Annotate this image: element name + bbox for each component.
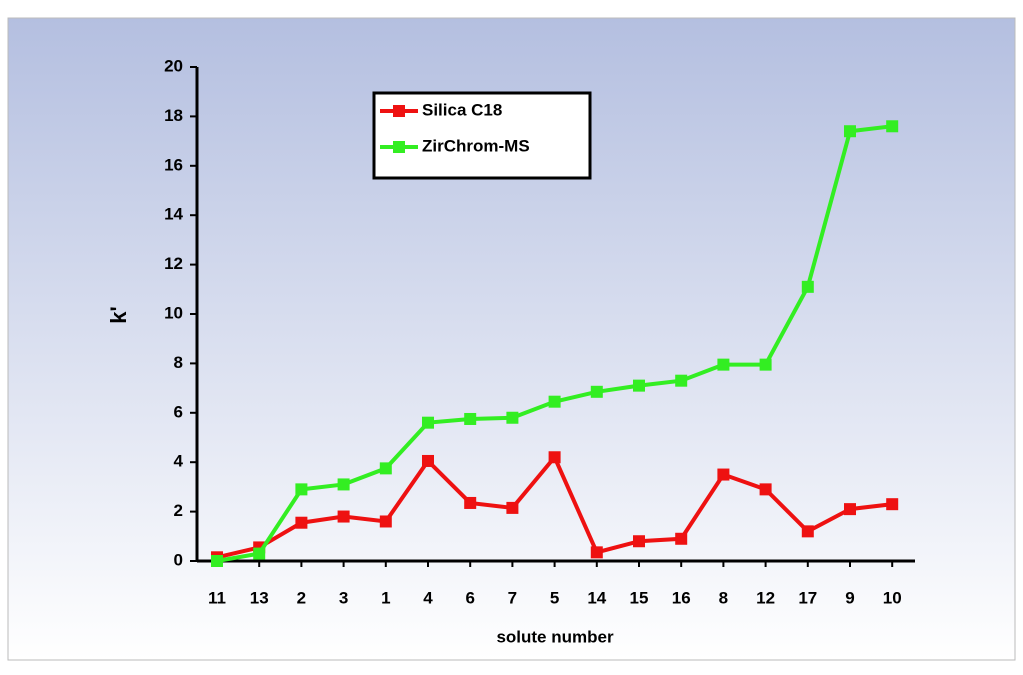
data-point [548, 451, 561, 464]
x-tick-label: 15 [630, 588, 649, 607]
y-tick-label: 0 [174, 550, 183, 569]
data-point [759, 358, 772, 371]
y-axis-label: k' [106, 306, 131, 323]
y-tick-label: 12 [164, 254, 183, 273]
x-tick-label: 17 [798, 588, 817, 607]
data-point [886, 498, 899, 511]
data-point [844, 125, 856, 138]
data-point [506, 411, 519, 424]
data-point [422, 416, 434, 429]
y-tick-label: 14 [164, 205, 183, 224]
data-point [337, 478, 350, 491]
legend-label: ZirChrom-MS [422, 136, 530, 155]
x-tick-label: 9 [845, 588, 854, 607]
y-tick-label: 16 [164, 155, 183, 174]
data-point [379, 515, 392, 528]
data-point [675, 532, 688, 545]
data-point [548, 395, 561, 408]
y-tick-label: 18 [164, 106, 183, 125]
data-point [759, 483, 772, 496]
data-point [801, 525, 814, 538]
data-point [590, 385, 603, 398]
data-point [633, 535, 645, 548]
data-point [253, 547, 266, 560]
y-tick-label: 8 [174, 353, 183, 372]
x-tick-label: 7 [508, 588, 517, 607]
data-point [717, 358, 730, 371]
x-tick-label: 13 [250, 588, 269, 607]
y-tick-label: 2 [174, 501, 183, 520]
y-tick-label: 10 [164, 303, 183, 322]
x-tick-label: 14 [587, 588, 606, 607]
legend-marker [393, 141, 405, 153]
x-tick-label: 12 [756, 588, 775, 607]
x-tick-label: 8 [719, 588, 728, 607]
legend-box [372, 91, 592, 180]
data-point [295, 516, 308, 529]
data-point [506, 501, 519, 514]
data-point [379, 462, 392, 475]
data-point [590, 546, 603, 559]
y-tick-label: 4 [174, 452, 184, 471]
legend-label: Silica C18 [422, 100, 502, 119]
y-tick-label: 20 [164, 56, 183, 75]
legend-marker [393, 105, 405, 117]
data-point [633, 379, 645, 392]
y-tick-label: 6 [174, 402, 183, 421]
data-point [717, 468, 730, 481]
x-axis-label: solute number [496, 627, 614, 646]
data-point [422, 454, 434, 467]
data-point [337, 510, 350, 523]
x-tick-label: 4 [423, 588, 433, 607]
x-tick-label: 16 [672, 588, 691, 607]
data-point [801, 280, 814, 293]
x-tick-label: 2 [297, 588, 306, 607]
data-point [886, 120, 899, 133]
x-tick-label: 10 [883, 588, 902, 607]
data-point [675, 374, 688, 387]
data-point [844, 503, 856, 516]
data-point [464, 496, 477, 509]
x-tick-label: 6 [465, 588, 474, 607]
x-tick-label: 1 [381, 588, 390, 607]
x-tick-label: 5 [550, 588, 559, 607]
x-tick-label: 3 [339, 588, 348, 607]
x-tick-label: 11 [208, 588, 226, 607]
data-point [295, 483, 308, 496]
data-point [211, 555, 223, 567]
data-point [464, 412, 477, 425]
